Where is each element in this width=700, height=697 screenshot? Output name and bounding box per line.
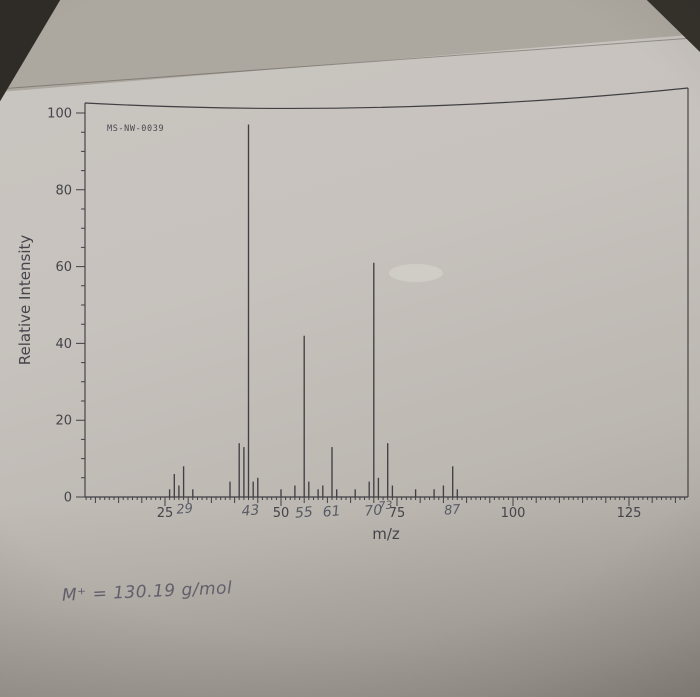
y-tick-label: 20 [55, 414, 72, 429]
plot-frame [84, 87, 689, 498]
handwritten-mz-label: 61 [322, 503, 341, 520]
spectrum-id-label: MS-NW-0039 [107, 124, 164, 134]
y-tick-label: 40 [55, 337, 72, 352]
handwritten-mz-label: 73 [378, 498, 393, 512]
x-axis-title: m/z [372, 525, 400, 543]
x-axis-ticks [85, 497, 686, 506]
handwritten-mz-label: 43 [241, 502, 260, 519]
x-tick-labels: 25 50 75 100 125 [157, 506, 642, 521]
x-tick-label: 75 [389, 506, 406, 521]
handwritten-mz-label: 55 [294, 504, 313, 521]
handwritten-mz-label: 70 [364, 502, 383, 519]
y-tick-label: 60 [55, 260, 72, 275]
spectrum-peaks [168, 124, 458, 497]
handwritten-mz-label: 87 [443, 502, 462, 518]
x-tick-label: 50 [273, 506, 290, 521]
y-axis-ticks [76, 112, 85, 498]
x-tick-label: 100 [501, 506, 526, 521]
y-tick-label: 0 [64, 491, 72, 506]
handwritten-mz-label: 29 [176, 501, 194, 517]
y-tick-label: 100 [47, 107, 72, 122]
y-axis-title: Relative Intensity [16, 235, 34, 366]
y-tick-labels: 0 20 40 60 80 100 [47, 107, 72, 506]
paper-smudge [389, 264, 443, 282]
x-tick-label: 25 [157, 506, 174, 521]
x-tick-label: 125 [617, 506, 642, 521]
top-border-line [84, 87, 689, 110]
axis-ticks [76, 112, 686, 506]
y-tick-label: 80 [55, 183, 72, 198]
